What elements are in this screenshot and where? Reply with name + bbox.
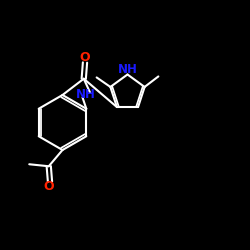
Text: NH: NH (118, 62, 138, 76)
Text: NH: NH (76, 88, 96, 102)
Text: O: O (44, 180, 54, 193)
Text: O: O (80, 51, 90, 64)
